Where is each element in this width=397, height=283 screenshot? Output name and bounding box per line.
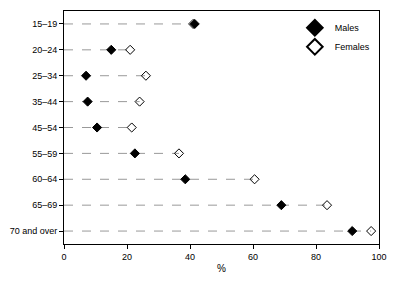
svg-text:60–64: 60–64 xyxy=(32,174,57,184)
svg-text:40: 40 xyxy=(185,252,195,262)
svg-text:Females: Females xyxy=(335,42,370,52)
svg-text:55–59: 55–59 xyxy=(32,149,57,159)
svg-text:0: 0 xyxy=(61,252,66,262)
svg-text:65–69: 65–69 xyxy=(32,200,57,210)
svg-text:20–24: 20–24 xyxy=(32,45,57,55)
svg-text:35–44: 35–44 xyxy=(32,97,57,107)
svg-text:15–19: 15–19 xyxy=(32,19,57,29)
svg-text:Males: Males xyxy=(335,23,360,33)
svg-text:20: 20 xyxy=(122,252,132,262)
svg-text:%: % xyxy=(217,263,226,274)
svg-text:80: 80 xyxy=(311,252,321,262)
svg-text:70 and over: 70 and over xyxy=(10,226,58,236)
svg-text:100: 100 xyxy=(371,252,386,262)
svg-text:60: 60 xyxy=(248,252,258,262)
svg-text:45–54: 45–54 xyxy=(32,123,57,133)
svg-text:25–34: 25–34 xyxy=(32,71,57,81)
